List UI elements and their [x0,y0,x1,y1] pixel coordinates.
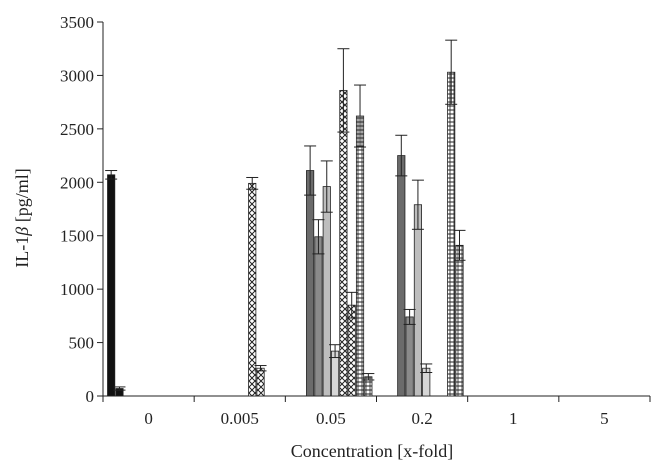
x-tick-label: 0.2 [411,409,432,428]
x-axis-title: Concentration [x-fold] [291,441,453,461]
y-tick-label: 2000 [60,173,94,192]
error-bars [105,39,466,391]
bar [413,204,422,397]
x-tick-label: 0.05 [316,409,346,428]
bar [405,316,414,397]
bar [355,115,365,397]
y-tick-label: 2500 [60,120,94,139]
y-axis-title-suffix: [pg/ml] [12,168,32,227]
bar [314,236,323,397]
bar [447,71,456,397]
y-tick-label: 1000 [60,280,94,299]
bar [306,170,315,397]
bar [339,89,348,397]
x-tick-label: 1 [509,409,518,428]
y-tick-label: 0 [86,387,95,406]
x-tick-label: 0.005 [221,409,259,428]
x-tick-label: 5 [600,409,609,428]
bar [248,182,257,397]
bar [322,186,331,397]
bar [256,367,265,397]
bar [455,244,464,397]
y-tick-label: 500 [69,334,95,353]
bar [397,155,406,397]
axes: 0 500 1000 1500 2000 2500 3000 3500 0 0.005 0.05 0.… [60,13,651,428]
y-axis-title: IL-1β [pg/ml] [12,168,32,267]
y-axis-title-symbol: β [12,227,32,237]
y-tick-label: 3500 [60,13,94,32]
axis-labels: Concentration [x-fold] IL-1β [pg/ml] [12,168,453,461]
y-tick-label: 3000 [60,66,94,85]
y-axis-title-prefix: IL-1 [12,236,32,268]
y-tick-label: 1500 [60,227,94,246]
bars [107,71,464,397]
x-tick-label: 0 [144,409,153,428]
bar [347,304,356,397]
bar [107,174,116,397]
